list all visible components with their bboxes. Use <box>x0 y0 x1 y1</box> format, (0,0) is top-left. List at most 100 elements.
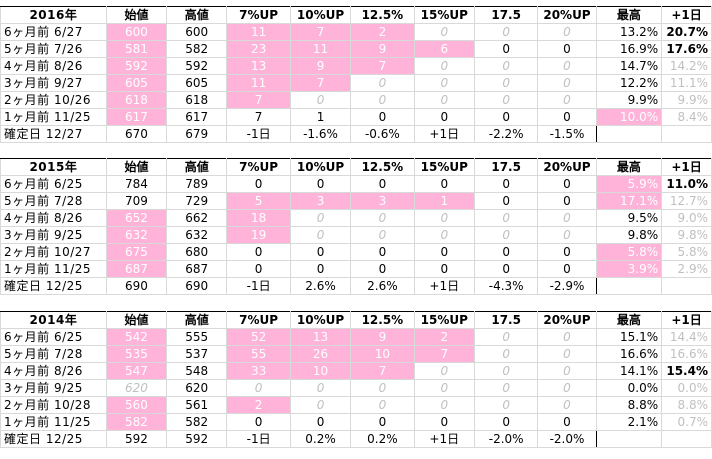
cell[interactable]: 0 <box>537 328 597 346</box>
cell[interactable]: 0.7% <box>661 413 712 431</box>
cell[interactable]: 2.1% <box>595 413 663 431</box>
row-label[interactable]: 4ヶ月前 8/26 <box>0 362 107 380</box>
cell[interactable]: 0 <box>537 108 597 126</box>
year-label[interactable]: 2014年 <box>0 311 107 329</box>
cell[interactable]: 0 <box>350 91 415 109</box>
column-header[interactable]: 7%UP <box>226 6 291 24</box>
cell[interactable]: 0 <box>350 413 415 431</box>
cell[interactable]: 582 <box>166 413 228 431</box>
column-header[interactable]: 17.5 <box>473 158 539 176</box>
cell[interactable]: 0 <box>289 209 352 227</box>
cell[interactable]: 581 <box>105 40 168 58</box>
cell[interactable]: 0 <box>473 23 539 41</box>
cell[interactable]: 20.7% <box>661 23 712 41</box>
cell[interactable]: 0 <box>289 396 352 414</box>
cell[interactable]: 14.4% <box>661 328 712 346</box>
cell[interactable]: 709 <box>105 192 168 210</box>
cell[interactable]: 5 <box>226 192 291 210</box>
cell[interactable]: 542 <box>105 328 168 346</box>
cell[interactable]: 0 <box>537 175 597 193</box>
cell[interactable]: 11 <box>226 23 291 41</box>
final-row-label[interactable]: 確定日 12/27 <box>0 125 107 143</box>
cell[interactable]: 7 <box>350 57 415 75</box>
cell[interactable]: 617 <box>166 108 228 126</box>
cell[interactable]: 548 <box>166 362 228 380</box>
column-header[interactable]: 12.5% <box>350 158 415 176</box>
cell[interactable]: 0 <box>473 57 539 75</box>
cell[interactable]: 11.1% <box>661 74 712 92</box>
cell[interactable]: 652 <box>105 209 168 227</box>
column-header[interactable]: 7%UP <box>226 311 291 329</box>
final-cell[interactable]: +1日 <box>413 430 475 448</box>
cell[interactable]: 600 <box>105 23 168 41</box>
cell[interactable]: 26 <box>289 345 352 363</box>
cell[interactable]: 7 <box>413 345 475 363</box>
cell[interactable]: 537 <box>166 345 228 363</box>
row-label[interactable]: 2ヶ月前 10/26 <box>0 91 107 109</box>
column-header[interactable]: 15%UP <box>413 6 475 24</box>
column-header[interactable]: 20%UP <box>537 158 597 176</box>
cell[interactable]: 620 <box>105 379 168 397</box>
cell[interactable]: 0 <box>537 40 597 58</box>
cell[interactable]: 9.9% <box>595 91 663 109</box>
cell[interactable]: 592 <box>166 57 228 75</box>
cell[interactable]: 13 <box>226 57 291 75</box>
column-header[interactable]: +1日 <box>661 158 712 176</box>
cell[interactable]: 582 <box>105 413 168 431</box>
cell[interactable]: 19 <box>226 226 291 244</box>
cell[interactable]: 0 <box>537 57 597 75</box>
cell[interactable]: 13 <box>289 328 352 346</box>
cell[interactable]: 2.9% <box>661 260 712 278</box>
final-cell[interactable]: 679 <box>166 125 228 143</box>
cell[interactable]: 33 <box>226 362 291 380</box>
cell[interactable]: 535 <box>105 345 168 363</box>
cell[interactable]: 0 <box>473 175 539 193</box>
column-header[interactable]: 始値 <box>105 158 168 176</box>
column-header[interactable]: 10%UP <box>289 311 352 329</box>
row-label[interactable]: 5ヶ月前 7/28 <box>0 192 107 210</box>
cell[interactable]: 3 <box>289 192 352 210</box>
cell[interactable]: 1 <box>289 108 352 126</box>
final-cell[interactable] <box>595 430 663 448</box>
final-cell[interactable] <box>595 125 663 143</box>
column-header[interactable]: 7%UP <box>226 158 291 176</box>
final-cell[interactable]: -1日 <box>226 125 291 143</box>
final-cell[interactable]: -0.6% <box>350 125 415 143</box>
cell[interactable]: 662 <box>166 209 228 227</box>
final-cell[interactable] <box>661 430 712 448</box>
column-header[interactable]: 17.5 <box>473 311 539 329</box>
row-label[interactable]: 2ヶ月前 10/27 <box>0 243 107 261</box>
cell[interactable]: 632 <box>105 226 168 244</box>
final-row-label[interactable]: 確定日 12/25 <box>0 277 107 295</box>
final-cell[interactable]: 0.2% <box>289 430 352 448</box>
cell[interactable]: 0 <box>473 243 539 261</box>
cell[interactable]: 0 <box>226 175 291 193</box>
column-header[interactable]: +1日 <box>661 311 712 329</box>
column-header[interactable]: 最高 <box>595 311 663 329</box>
cell[interactable]: 0 <box>289 413 352 431</box>
cell[interactable]: 675 <box>105 243 168 261</box>
row-label[interactable]: 6ヶ月前 6/25 <box>0 175 107 193</box>
column-header[interactable]: 10%UP <box>289 6 352 24</box>
cell[interactable]: 0 <box>350 226 415 244</box>
cell[interactable]: 0 <box>413 413 475 431</box>
cell[interactable]: 9.9% <box>661 91 712 109</box>
cell[interactable]: 0 <box>289 175 352 193</box>
column-header[interactable]: 始値 <box>105 311 168 329</box>
row-label[interactable]: 6ヶ月前 6/25 <box>0 328 107 346</box>
cell[interactable]: 0 <box>537 379 597 397</box>
cell[interactable]: 11 <box>226 74 291 92</box>
cell[interactable]: 0 <box>473 226 539 244</box>
cell[interactable]: 9 <box>289 57 352 75</box>
final-cell[interactable]: -2.0% <box>537 430 597 448</box>
cell[interactable]: 0 <box>413 91 475 109</box>
cell[interactable]: 0 <box>473 362 539 380</box>
cell[interactable]: 0 <box>226 243 291 261</box>
column-header[interactable]: 最高 <box>595 6 663 24</box>
row-label[interactable]: 3ヶ月前 9/25 <box>0 379 107 397</box>
column-header[interactable]: 10%UP <box>289 158 352 176</box>
final-cell[interactable]: -4.3% <box>473 277 539 295</box>
cell[interactable]: 0 <box>289 243 352 261</box>
cell[interactable]: 547 <box>105 362 168 380</box>
cell[interactable]: 0 <box>226 379 291 397</box>
